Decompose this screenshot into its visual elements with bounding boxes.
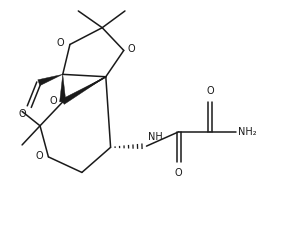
Text: O: O [127,45,135,54]
Text: NH: NH [148,132,162,142]
Polygon shape [60,74,66,102]
Text: O: O [175,168,183,178]
Text: O: O [206,86,214,96]
Text: O: O [18,109,26,119]
Polygon shape [38,74,63,86]
Text: O: O [50,96,58,106]
Text: O: O [35,151,43,161]
Text: O: O [56,38,64,48]
Text: NH₂: NH₂ [238,127,257,137]
Polygon shape [61,77,106,104]
